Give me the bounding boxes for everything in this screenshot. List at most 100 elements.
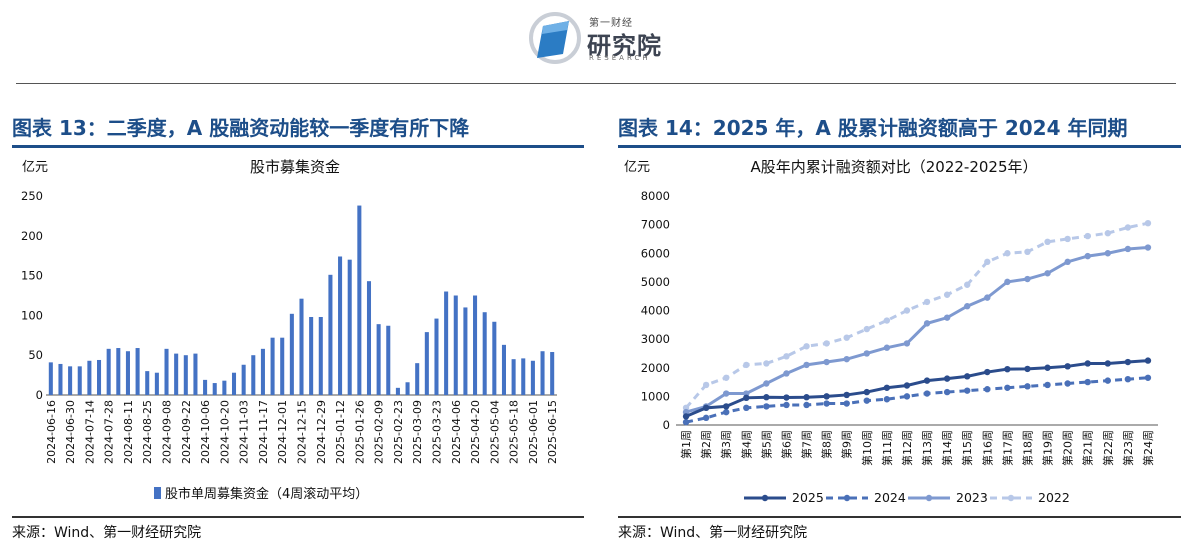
left-panel-title: 图表 13：二季度，A 股融资动能较一季度有所下降 xyxy=(12,116,470,140)
bar-mark xyxy=(540,351,545,395)
series-point-2023 xyxy=(1104,250,1111,257)
line-x-tick-label: 第15周 xyxy=(960,430,974,466)
series-point-2024 xyxy=(1064,380,1071,387)
line-x-tick-label: 第23周 xyxy=(1121,430,1135,466)
series-point-2025 xyxy=(843,391,850,399)
series-point-2025 xyxy=(863,388,870,396)
series-point-2025 xyxy=(1124,358,1132,366)
bar-mark xyxy=(338,256,343,395)
bar-mark xyxy=(318,316,323,395)
series-point-2024 xyxy=(1104,377,1111,384)
series-point-2022 xyxy=(984,258,991,266)
bar-x-tick-label: 2024-09-22 xyxy=(180,400,193,464)
bar-x-tick-label: 2024-06-16 xyxy=(45,400,58,464)
bar-x-tick-label: 2024-12-15 xyxy=(296,400,309,464)
line-x-tick-label: 第2周 xyxy=(699,430,713,459)
bar-mark xyxy=(145,371,150,395)
bar-mark xyxy=(453,295,458,395)
line-y-tick-label: 0 xyxy=(663,418,670,432)
line-x-tick-label: 第11周 xyxy=(880,430,894,466)
legend-label-2023: 2023 xyxy=(956,490,988,505)
logo-subtitle-text: RESEARCH xyxy=(589,54,651,62)
bar-mark xyxy=(58,363,63,395)
series-point-2022 xyxy=(1004,250,1011,257)
bar-mark xyxy=(463,307,468,395)
series-point-2022 xyxy=(803,343,810,350)
series-point-2022 xyxy=(723,374,730,381)
bar-mark xyxy=(260,348,265,395)
bar-mark xyxy=(357,205,362,395)
line-x-tick-label: 第13周 xyxy=(920,430,934,466)
line-x-tick-label: 第16周 xyxy=(980,430,994,466)
legend-label-2024: 2024 xyxy=(874,490,906,505)
legend-marker-2023 xyxy=(925,494,933,502)
bar-x-tick-label: 2024-10-20 xyxy=(218,400,231,464)
line-x-tick-label: 第21周 xyxy=(1081,430,1095,466)
series-point-2023 xyxy=(964,303,971,310)
series-point-2024 xyxy=(984,386,991,393)
bar-mark xyxy=(550,352,555,395)
series-point-2024 xyxy=(763,403,770,410)
bar-x-tick-label: 2024-11-17 xyxy=(257,400,270,464)
series-point-2023 xyxy=(1124,245,1132,253)
series-point-2025 xyxy=(903,382,911,389)
series-point-2024 xyxy=(783,401,790,409)
series-point-2023 xyxy=(1044,270,1051,277)
bar-mark xyxy=(405,382,410,395)
legend-marker-2024 xyxy=(843,494,851,502)
bar-x-tick-label: 2025-02-23 xyxy=(392,400,405,464)
line-x-tick-label: 第12周 xyxy=(900,430,914,466)
line-x-tick-label: 第19周 xyxy=(1041,430,1055,466)
series-point-2024 xyxy=(903,393,911,400)
line-x-tick-label: 第10周 xyxy=(860,430,874,466)
bar-mark xyxy=(280,337,285,395)
bar-y-tick-label: 150 xyxy=(21,269,43,283)
series-point-2025 xyxy=(682,413,690,420)
series-point-2025 xyxy=(964,373,971,380)
bar-mark xyxy=(174,353,179,395)
bar-y-tick-label: 50 xyxy=(28,348,43,362)
bar-x-tick-label: 2024-08-25 xyxy=(141,400,154,464)
bar-x-tick-label: 2024-11-03 xyxy=(238,400,251,464)
series-line-2022 xyxy=(684,221,1149,409)
series-point-2022 xyxy=(823,340,830,347)
bar-mark xyxy=(424,332,429,395)
bar-mark xyxy=(376,324,381,395)
series-point-2023 xyxy=(823,358,830,366)
legend-marker-2022 xyxy=(1007,494,1015,502)
series-point-2022 xyxy=(843,334,850,341)
series-point-2025 xyxy=(783,394,790,401)
line-y-tick-label: 4000 xyxy=(641,304,670,318)
report-header: 第一财经 研究院 RESEARCH xyxy=(0,0,1191,84)
bar-mark xyxy=(77,366,82,395)
series-point-2025 xyxy=(1104,360,1111,367)
series-point-2025 xyxy=(1064,363,1071,370)
institute-logo: 第一财经 研究院 RESEARCH xyxy=(527,8,677,68)
series-point-2024 xyxy=(702,414,710,422)
bar-mark xyxy=(87,360,92,395)
bar-x-tick-label: 2025-06-15 xyxy=(546,400,559,464)
series-point-2024 xyxy=(743,404,750,412)
bar-mark xyxy=(183,355,188,395)
bar-x-tick-label: 2025-02-09 xyxy=(373,400,386,464)
series-point-2023 xyxy=(1064,258,1071,266)
series-line-2023 xyxy=(685,246,1149,414)
line-x-tick-label: 第7周 xyxy=(800,430,814,459)
bar-mark xyxy=(270,337,275,395)
series-point-2023 xyxy=(1084,252,1091,260)
line-x-tick-label: 第14周 xyxy=(940,430,954,466)
right-panel-title: 图表 14：2025 年，A 股累计融资额高于 2024 年同期 xyxy=(618,116,1128,140)
bar-mark xyxy=(492,321,497,395)
line-y-tick-label: 5000 xyxy=(641,275,670,289)
series-point-2024 xyxy=(1024,383,1031,390)
bar-x-tick-label: 2025-01-12 xyxy=(334,400,347,464)
series-point-2024 xyxy=(964,387,971,394)
left-title-underline xyxy=(12,145,584,148)
bar-mark xyxy=(222,380,227,395)
bar-mark xyxy=(212,383,217,395)
bar-chart-ylabel: 亿元 xyxy=(22,160,48,175)
series-point-2022 xyxy=(783,353,790,360)
right-source-note: 来源：Wind、第一财经研究院 xyxy=(618,525,808,541)
line-legend: 2025 2024 2023 2022 xyxy=(744,490,1070,505)
series-point-2023 xyxy=(763,380,770,387)
